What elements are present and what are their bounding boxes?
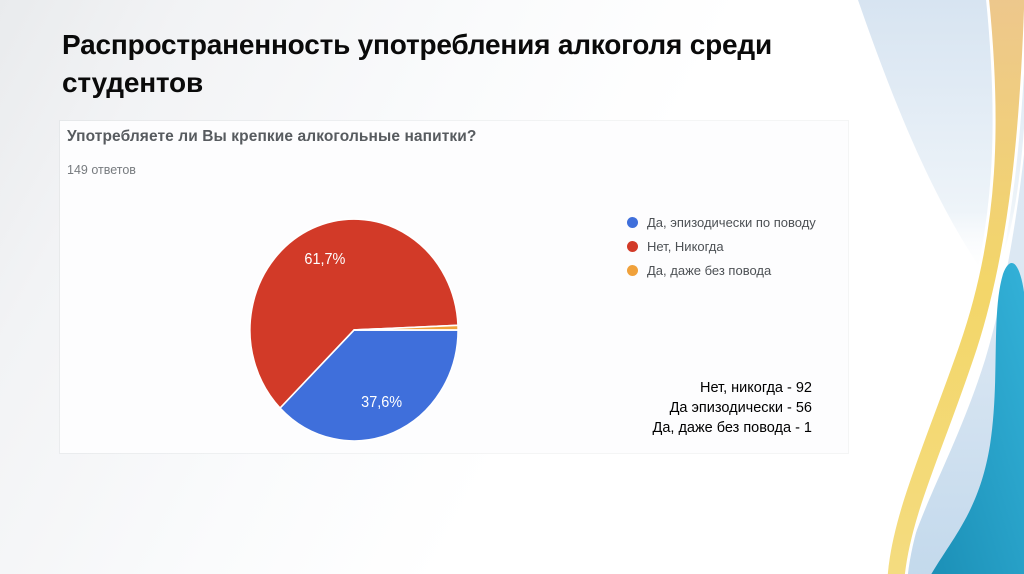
legend-label: Нет, Никогда bbox=[647, 239, 724, 254]
legend-label: Да, даже без повода bbox=[647, 263, 772, 278]
decor-teal-corner bbox=[931, 263, 1024, 574]
pie-chart: 37,6% 61,7% bbox=[249, 218, 459, 442]
decor-pale-blue-top bbox=[858, 0, 1024, 282]
pie-slice bbox=[353, 324, 459, 331]
summary-line: Нет, никогда - 92 bbox=[700, 380, 812, 396]
summary-line: Да, даже без повода - 1 bbox=[652, 420, 813, 436]
chart-legend: Да, эпизодически по поводу Нет, Никогда … bbox=[627, 215, 816, 289]
survey-question: Употребляете ли Вы крепкие алкогольные н… bbox=[67, 128, 477, 145]
slide-title-line-1: Распространенность употребления алкоголя… bbox=[62, 29, 772, 60]
summary-line: Да эпизодически - 56 bbox=[669, 400, 812, 416]
legend-label: Да, эпизодически по поводу bbox=[647, 215, 816, 230]
decor-yellow-ribbon bbox=[884, 0, 1024, 574]
form-results-panel: Употребляете ли Вы крепкие алкогольные н… bbox=[60, 121, 848, 453]
legend-swatch bbox=[627, 265, 638, 276]
slide-title-line-2: студентов bbox=[62, 67, 203, 98]
slide-title: Распространенность употребления алкоголя… bbox=[62, 26, 962, 102]
responses-count: 149 ответов bbox=[67, 163, 136, 177]
pie-slice bbox=[249, 218, 459, 409]
pie-chart-container: 37,6% 61,7% bbox=[248, 217, 460, 443]
legend-item: Да, даже без повода bbox=[627, 263, 816, 278]
legend-swatch bbox=[627, 241, 638, 252]
legend-swatch bbox=[627, 217, 638, 228]
pie-percent-label: 37,6% bbox=[361, 394, 402, 412]
legend-item: Нет, Никогда bbox=[627, 239, 816, 254]
pie-slice bbox=[279, 329, 459, 442]
pie-percent-label: 61,7% bbox=[304, 251, 345, 269]
legend-item: Да, эпизодически по поводу bbox=[627, 215, 816, 230]
results-summary: Нет, никогда - 92 Да эпизодически - 56 Д… bbox=[653, 378, 813, 438]
